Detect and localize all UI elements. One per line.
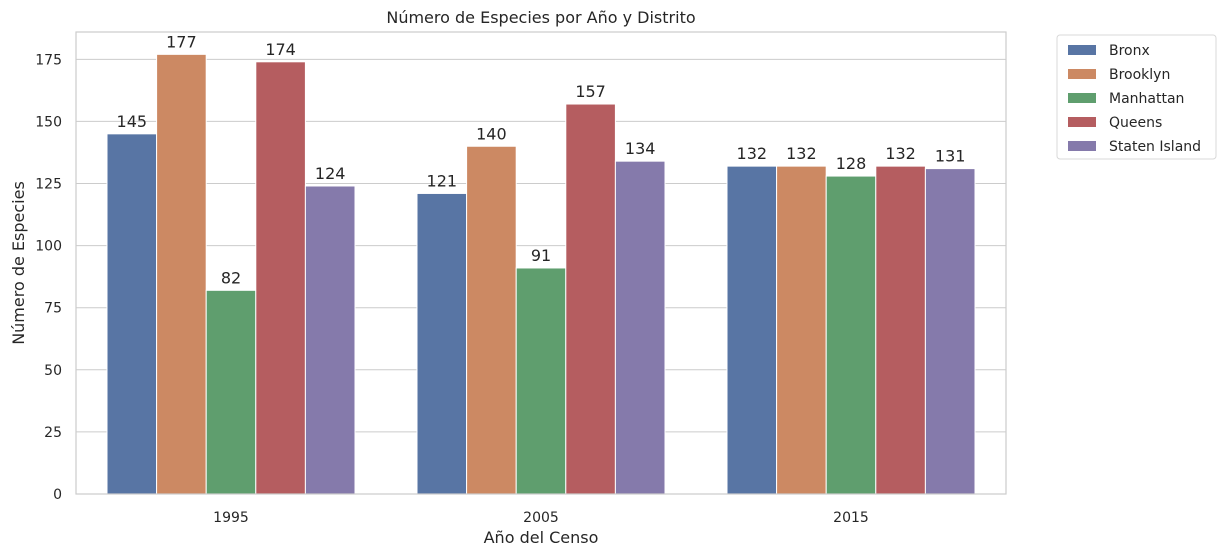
data-label: 121 — [427, 171, 458, 190]
bar — [466, 145, 517, 495]
legend: Bronx Brooklyn Manhattan Queens Staten Islan… — [1056, 34, 1217, 160]
y-tick-label: 25 — [44, 425, 62, 441]
y-tick-label: 175 — [35, 52, 62, 68]
bar — [825, 175, 877, 495]
legend-swatch — [1068, 93, 1096, 103]
y-tick-label: 50 — [44, 363, 62, 379]
legend-label: Brooklyn — [1109, 67, 1170, 83]
data-label: 132 — [737, 144, 768, 163]
y-tick-label: 125 — [35, 177, 62, 193]
bar — [565, 103, 616, 495]
data-label: 91 — [531, 246, 551, 265]
bar — [614, 160, 666, 495]
bar — [924, 168, 976, 495]
legend-label: Manhattan — [1109, 91, 1184, 107]
y-tick-label: 75 — [44, 301, 62, 317]
data-label: 124 — [315, 164, 346, 183]
x-axis-ticks: 1995 2005 2015 — [213, 510, 869, 526]
legend-label: Queens — [1109, 115, 1162, 131]
data-label: 131 — [935, 147, 966, 166]
chart-title: Número de Especies por Año y Distrito — [386, 8, 695, 27]
x-tick-label: 2015 — [833, 510, 869, 526]
y-axis-ticks: 0 25 50 75 100 125 150 175 — [35, 52, 62, 503]
y-tick-label: 0 — [53, 487, 62, 503]
legend-frame — [1056, 34, 1217, 160]
bar — [776, 165, 827, 495]
bar — [205, 289, 257, 495]
x-tick-label: 1995 — [213, 510, 249, 526]
legend-label: Staten Island — [1109, 139, 1201, 155]
data-label: 157 — [575, 82, 606, 101]
data-label: 82 — [221, 268, 241, 287]
bar — [726, 165, 778, 495]
bar — [875, 165, 926, 495]
legend-swatch — [1068, 141, 1096, 151]
data-label: 177 — [166, 32, 197, 51]
plot-frame — [75, 31, 1007, 495]
bar — [416, 192, 468, 495]
data-label: 174 — [265, 40, 296, 59]
data-label: 145 — [117, 112, 148, 131]
data-label: 134 — [625, 139, 656, 158]
x-tick-label: 2005 — [523, 510, 559, 526]
legend-swatch — [1068, 45, 1096, 55]
bar — [304, 185, 356, 495]
data-label: 140 — [476, 124, 507, 143]
legend-label: Bronx — [1109, 43, 1150, 59]
bar — [255, 61, 306, 495]
y-tick-label: 150 — [35, 114, 62, 130]
data-label: 132 — [786, 144, 817, 163]
bar — [515, 267, 567, 495]
legend-swatch — [1068, 117, 1096, 127]
x-axis-label: Año del Censo — [484, 528, 599, 547]
y-axis-label: Número de Especies — [9, 181, 28, 345]
bar — [156, 53, 207, 495]
legend-swatch — [1068, 69, 1096, 79]
bars — [106, 53, 976, 495]
data-label: 132 — [885, 144, 916, 163]
bar — [106, 133, 158, 495]
data-label: 128 — [836, 154, 867, 173]
y-tick-label: 100 — [35, 239, 62, 255]
data-labels: 145 177 82 174 124 121 140 91 157 134 132 132 128 132… — [117, 32, 966, 287]
